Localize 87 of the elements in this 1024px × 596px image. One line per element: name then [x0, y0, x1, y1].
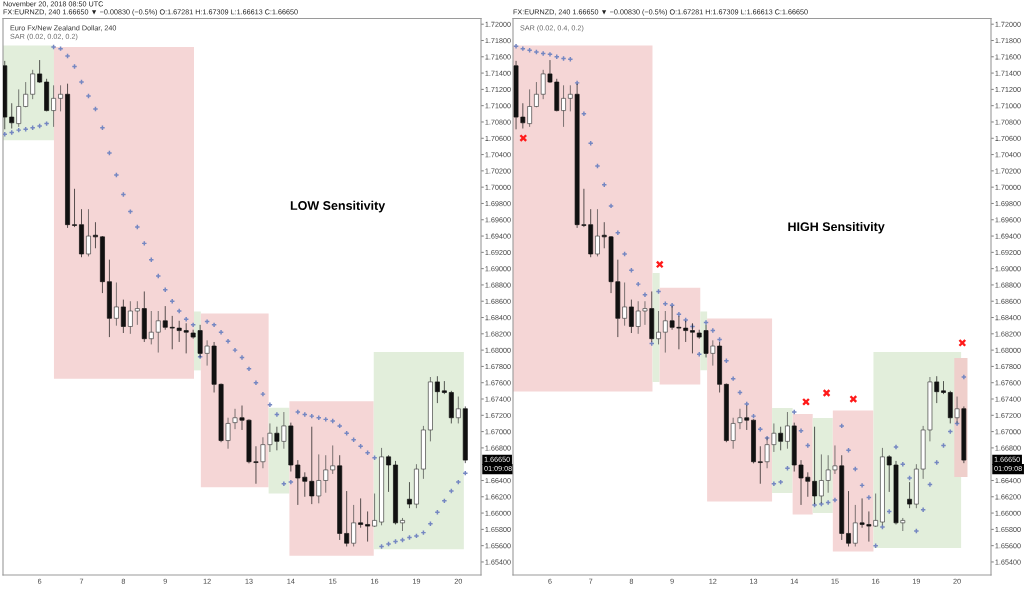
annotation: ✖ — [849, 395, 858, 403]
candlestick — [900, 517, 906, 532]
candlestick — [232, 408, 238, 430]
candlestick — [448, 390, 454, 424]
candlestick — [462, 406, 468, 464]
candlestick — [372, 493, 378, 528]
candlestick — [365, 511, 371, 542]
candlestick — [778, 426, 784, 451]
candlestick — [393, 460, 398, 525]
candlestick — [737, 408, 743, 430]
annotation: ✖ — [958, 339, 967, 347]
annotation: ✖ — [519, 134, 527, 142]
candlestick — [622, 282, 627, 327]
candlestick — [386, 454, 391, 493]
candlestick — [420, 425, 426, 480]
candlestick — [65, 83, 70, 229]
candlestick — [358, 498, 364, 529]
candlestick — [344, 490, 350, 547]
candlestick — [455, 396, 461, 424]
candlestick — [839, 454, 845, 541]
candlestick — [407, 481, 412, 509]
candlestick — [44, 78, 50, 112]
candlestick — [730, 417, 736, 450]
candlestick — [37, 59, 43, 84]
candlestick — [113, 282, 119, 327]
candlestick — [72, 188, 77, 228]
candlestick — [852, 504, 858, 547]
candlestick — [51, 84, 57, 128]
candlestick — [812, 426, 817, 505]
candlestick — [379, 447, 385, 526]
candlestick — [656, 310, 661, 345]
candlestick — [751, 419, 756, 464]
candlestick — [427, 376, 433, 442]
candlestick — [400, 517, 405, 532]
candlestick — [527, 89, 533, 128]
candlestick — [30, 69, 36, 100]
candlestick — [120, 299, 126, 334]
candlestick — [86, 208, 91, 257]
candlestick — [629, 299, 634, 334]
candlestick — [934, 375, 940, 404]
candlestick — [106, 259, 112, 338]
candlestick — [710, 339, 716, 366]
candlestick — [785, 411, 790, 450]
candlestick — [907, 481, 912, 509]
candlestick — [757, 445, 763, 485]
candlestick — [23, 81, 29, 108]
candlestick — [595, 208, 600, 257]
candlestick — [134, 300, 140, 326]
candlestick — [941, 380, 946, 395]
candlestick — [662, 310, 668, 353]
candlestick — [540, 69, 546, 100]
candlestick — [155, 310, 161, 353]
candlestick — [441, 380, 447, 395]
candlestick — [561, 84, 566, 128]
candlestick — [961, 406, 967, 464]
candlestick — [846, 490, 851, 547]
annotation: HIGH Sensitivity — [788, 221, 885, 234]
candlestick — [534, 81, 539, 108]
candlestick — [414, 463, 419, 509]
annotation: ✖ — [802, 398, 810, 406]
candlestick — [3, 60, 8, 130]
candlestick — [127, 300, 133, 335]
candlestick — [434, 375, 440, 404]
candlestick — [717, 341, 722, 393]
annotation: ✖ — [656, 260, 664, 269]
candlestick — [58, 84, 64, 112]
candlestick — [79, 208, 84, 258]
candlestick — [330, 445, 336, 475]
candlestick — [873, 493, 879, 528]
candlestick — [649, 291, 655, 343]
candlestick — [281, 411, 287, 450]
candlestick — [99, 235, 105, 294]
candlestick — [16, 89, 22, 128]
candlestick — [141, 291, 147, 343]
candlestick — [947, 390, 953, 424]
annotation: ✖ — [822, 389, 831, 397]
candlestick — [351, 504, 357, 547]
candlestick — [225, 417, 231, 450]
candlestick — [274, 426, 280, 451]
candlestick — [724, 383, 729, 443]
candlestick — [148, 310, 154, 345]
candlestick — [93, 221, 98, 249]
candlestick — [337, 454, 343, 541]
candlestick — [204, 339, 210, 366]
annotation: LOW Sensitivity — [290, 200, 386, 213]
candlestick — [9, 102, 15, 129]
candlestick — [567, 84, 573, 112]
